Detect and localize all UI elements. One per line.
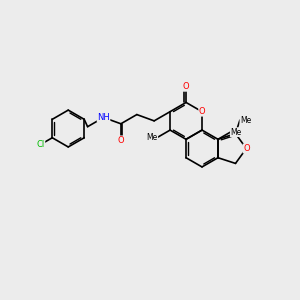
Text: O: O <box>199 107 205 116</box>
Text: O: O <box>243 144 250 153</box>
Text: Me: Me <box>230 128 242 137</box>
Text: NH: NH <box>97 113 110 122</box>
Text: Cl: Cl <box>37 140 45 149</box>
Text: O: O <box>118 136 124 145</box>
Text: Me: Me <box>240 116 251 124</box>
Text: O: O <box>183 82 189 91</box>
Text: Me: Me <box>146 133 158 142</box>
